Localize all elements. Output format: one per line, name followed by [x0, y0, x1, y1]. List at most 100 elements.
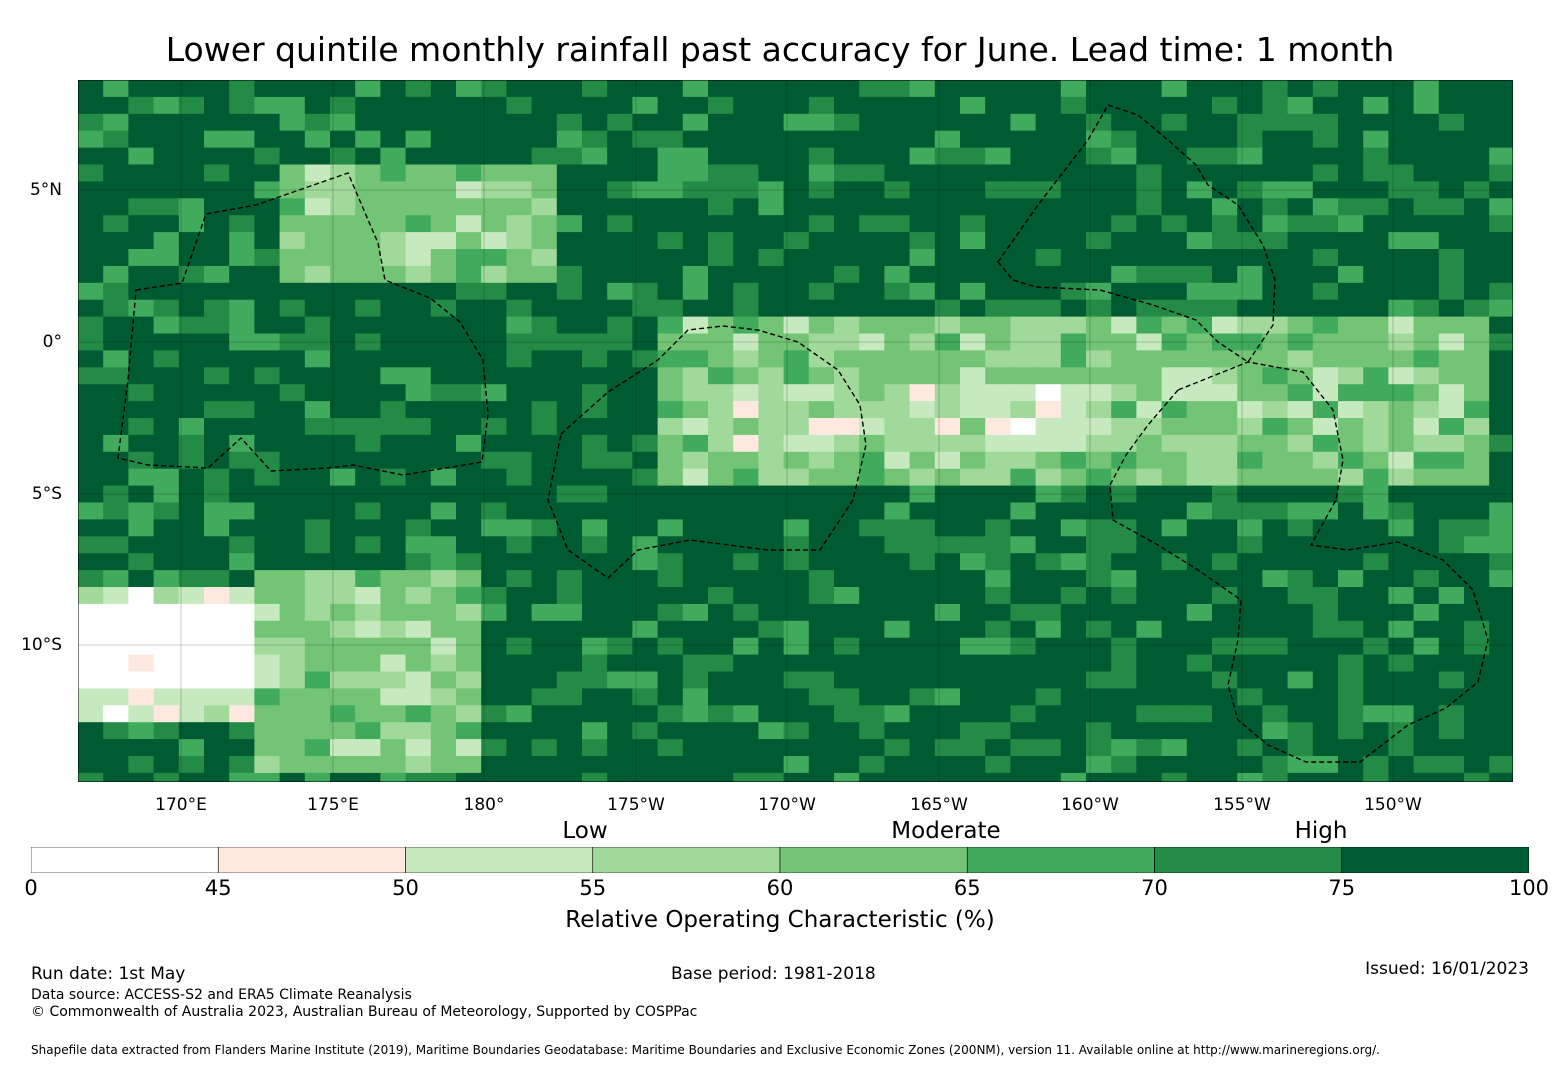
heatmap-cell: [456, 181, 482, 199]
heatmap-cell: [1035, 671, 1062, 689]
heatmap-cell: [682, 519, 709, 537]
heatmap-cell: [531, 299, 558, 318]
heatmap-cell: [783, 384, 810, 402]
heatmap-cell: [229, 215, 255, 233]
heatmap-cell: [1237, 96, 1263, 115]
heatmap-cell: [985, 485, 1011, 503]
heatmap-cell: [506, 418, 533, 436]
heatmap-cell: [1010, 96, 1037, 115]
heatmap-cell: [682, 80, 709, 98]
heatmap-cell: [330, 739, 356, 757]
heatmap-cell: [1237, 536, 1263, 554]
heatmap-cell: [1413, 401, 1440, 419]
heatmap-cell: [682, 772, 709, 782]
heatmap-cell: [304, 536, 331, 554]
heatmap-cell: [1438, 485, 1465, 503]
heatmap-cell: [708, 384, 734, 402]
heatmap-cell: [481, 536, 507, 554]
heatmap-cell: [783, 113, 810, 132]
heatmap-cell: [733, 772, 759, 782]
heatmap-cell: [178, 164, 205, 182]
heatmap-cell: [531, 603, 558, 622]
heatmap-cell: [733, 536, 759, 554]
heatmap-cell: [229, 502, 255, 520]
heatmap-cell: [1464, 671, 1490, 689]
heatmap-cell: [481, 637, 507, 656]
heatmap-cell: [78, 637, 104, 656]
heatmap-cell: [1086, 265, 1112, 284]
heatmap-cell: [1186, 570, 1213, 588]
heatmap-cell: [607, 620, 633, 639]
heatmap-cell: [128, 519, 155, 537]
heatmap-cell: [1212, 316, 1238, 334]
heatmap-cell: [1161, 570, 1188, 588]
heatmap-cell: [934, 164, 961, 182]
heatmap-cell: [78, 367, 104, 385]
heatmap-cell: [1212, 739, 1238, 757]
heatmap-cell: [1161, 113, 1188, 132]
heatmap-cell: [128, 333, 155, 351]
heatmap-cell: [960, 282, 986, 301]
heatmap-cell: [1161, 603, 1188, 622]
heatmap-cell: [733, 451, 759, 470]
heatmap-cell: [1438, 519, 1465, 537]
heatmap-cell: [758, 705, 785, 723]
heatmap-cell: [229, 553, 255, 571]
heatmap-cell: [1212, 130, 1238, 149]
heatmap-cell: [1338, 434, 1364, 453]
heatmap-cell: [330, 637, 356, 656]
heatmap-cell: [783, 232, 810, 250]
heatmap-cell: [254, 418, 281, 436]
heatmap-cell: [682, 147, 709, 165]
heatmap-cell: [380, 434, 407, 453]
heatmap-cell: [1111, 418, 1137, 436]
heatmap-cell: [1136, 536, 1163, 554]
chart-title: Lower quintile monthly rainfall past acc…: [165, 30, 1395, 69]
heatmap-cell: [128, 147, 155, 165]
heatmap-cell: [279, 502, 306, 520]
heatmap-cell: [153, 198, 180, 216]
heatmap-cell: [859, 772, 885, 782]
heatmap-cell: [1363, 654, 1389, 672]
heatmap-cell: [355, 80, 381, 98]
heatmap-cell: [758, 130, 785, 149]
heatmap-cell: [1237, 282, 1263, 301]
heatmap-cell: [1262, 603, 1289, 622]
heatmap-cell: [456, 316, 482, 334]
heatmap-cell: [1060, 350, 1087, 368]
heatmap-cell: [1464, 418, 1490, 436]
heatmap-cell: [884, 316, 911, 334]
heatmap-cell: [153, 705, 180, 723]
heatmap-cell: [1338, 722, 1364, 740]
heatmap-cell: [1237, 654, 1263, 672]
heatmap-cell: [178, 198, 205, 216]
heatmap-cell: [657, 536, 684, 554]
heatmap-cell: [1136, 519, 1163, 537]
heatmap-cell: [808, 620, 835, 639]
heatmap-cell: [808, 316, 835, 334]
heatmap-cell: [1086, 688, 1112, 706]
heatmap-cell: [1413, 536, 1440, 554]
heatmap-cell: [506, 603, 533, 622]
heatmap-cell: [254, 654, 281, 672]
heatmap-cell: [1212, 198, 1238, 216]
heatmap-cell: [1413, 198, 1440, 216]
heatmap-cell: [304, 215, 331, 233]
heatmap-cell: [909, 96, 936, 115]
heatmap-cell: [506, 384, 533, 402]
heatmap-cell: [330, 350, 356, 368]
heatmap-cell: [330, 282, 356, 301]
heatmap-cell: [708, 130, 734, 149]
heatmap-cell: [103, 113, 129, 132]
heatmap-cell: [1413, 333, 1440, 351]
heatmap-cell: [178, 384, 205, 402]
colorbar-tick-label: 50: [392, 876, 419, 900]
heatmap-cell: [128, 80, 155, 98]
heatmap-cell: [456, 147, 482, 165]
heatmap-cell: [1010, 620, 1037, 639]
heatmap-cell: [1186, 333, 1213, 351]
heatmap-cell: [1438, 232, 1465, 250]
heatmap-cell: [1438, 333, 1465, 351]
heatmap-cell: [229, 434, 255, 453]
heatmap-cell: [985, 418, 1011, 436]
